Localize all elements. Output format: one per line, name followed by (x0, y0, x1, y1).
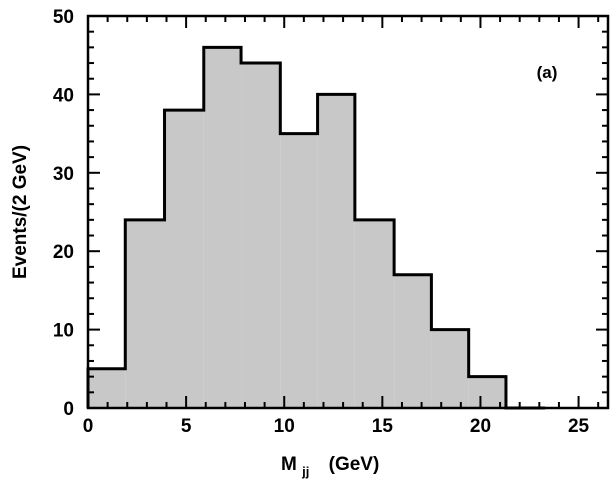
x-tick-label-4: 20 (470, 416, 491, 437)
y-tick-label-0: 0 (63, 399, 74, 420)
histogram-bar-6 (317, 94, 355, 409)
histogram-bar-3 (203, 47, 242, 409)
y-tick-label-3: 30 (53, 164, 74, 185)
y-axis-title: Events/(2 GeV) (10, 145, 31, 279)
x-axis-title-main: M (281, 454, 297, 475)
x-tick-label-1: 5 (181, 416, 192, 437)
x-tick-label-5: 25 (568, 416, 590, 437)
y-tick-label-5: 50 (53, 7, 74, 28)
histogram-outline (86, 45, 546, 410)
plot-frame (86, 14, 610, 410)
x-tick-label-2: 10 (274, 416, 295, 437)
histogram-bar-7 (354, 219, 395, 408)
histogram-bar-8 (394, 274, 432, 408)
panel-label: (a) (537, 63, 558, 82)
histogram-bar-5 (280, 133, 318, 408)
histogram-bar-4 (241, 63, 281, 408)
histogram-bars (88, 47, 506, 409)
x-tick-label-0: 0 (83, 416, 94, 437)
histogram-bar-9 (431, 329, 469, 408)
x-axis-title: M jj (GeV) (281, 454, 379, 481)
x-axis-title-unit: (GeV) (329, 454, 380, 475)
histogram-bar-0 (88, 368, 126, 408)
y-tick-label-2: 20 (53, 242, 74, 263)
x-axis-title-subscript: jj (301, 464, 309, 479)
y-tick-label-1: 10 (53, 321, 74, 342)
histogram-bar-2 (164, 110, 204, 408)
y-tick-label-4: 40 (53, 85, 74, 106)
histogram-bar-1 (125, 219, 165, 408)
x-tick-label-3: 15 (372, 416, 394, 437)
